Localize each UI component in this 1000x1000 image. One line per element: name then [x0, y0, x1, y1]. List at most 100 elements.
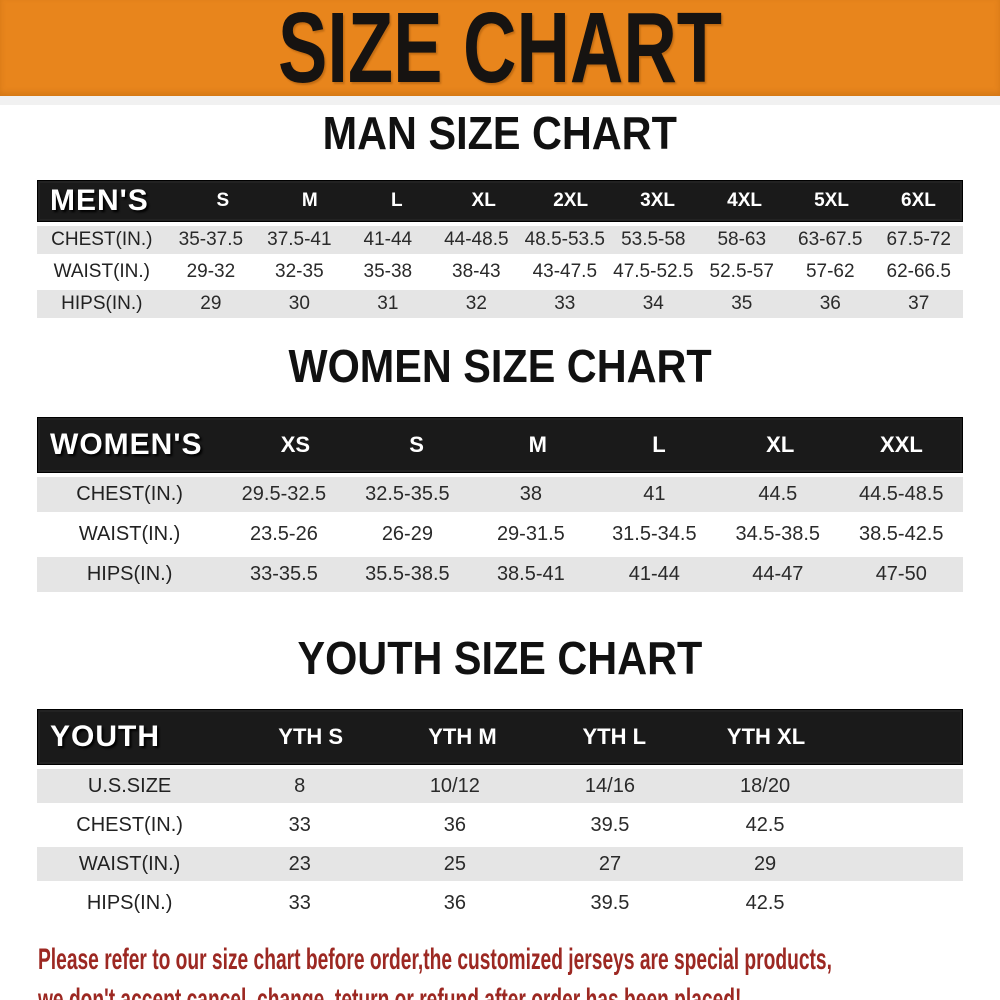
size-value: 34.5-38.5: [735, 523, 821, 545]
size-value: 58-63: [717, 229, 767, 250]
size-value: 31.5-34.5: [612, 523, 697, 545]
row-label: HIPS(IN.): [86, 891, 173, 914]
size-value: 29: [753, 852, 777, 875]
size-header-col: XXL: [880, 432, 923, 457]
size-value: 33: [288, 813, 311, 836]
size-header-label: MEN'S: [50, 184, 149, 217]
footer-line-1: Please refer to our size chart before or…: [38, 943, 832, 976]
size-value: 34: [642, 293, 664, 314]
size-value: 47-50: [875, 563, 927, 585]
size-value: 63-67.5: [798, 229, 863, 250]
size-value: 67.5-72: [886, 229, 951, 250]
row-label: HIPS(IN.): [61, 293, 143, 314]
size-value: 39.5: [590, 891, 630, 914]
size-value: 42.5: [745, 891, 785, 914]
size-header-col: XL: [766, 432, 795, 457]
row-label: HIPS(IN.): [86, 563, 173, 585]
size-header-col: YTH S: [278, 724, 344, 749]
footer-note: Please refer to our size chart before or…: [0, 940, 1000, 1000]
men-size-table: MEN'S S M L XL 2XL 3XL 4XL 5XL 6XL CHEST(IN.) 35-37…: [37, 180, 963, 318]
size-value: 39.5: [590, 813, 630, 836]
size-header-col: YTH L: [582, 724, 647, 749]
size-header-col: S: [409, 432, 424, 457]
size-value: 43-47.5: [532, 261, 598, 282]
size-value: 41: [643, 483, 666, 505]
size-header-col: 6XL: [901, 190, 936, 211]
size-header-col: M: [528, 432, 547, 457]
size-value: 37.5-41: [267, 229, 332, 250]
size-header-col: 3XL: [640, 190, 676, 211]
row-label: WAIST(IN.): [53, 261, 151, 282]
size-value: 31: [377, 293, 399, 314]
table-row: WAIST(IN.) 23 25 27 29: [37, 847, 963, 881]
table-row: WAIST(IN.) 23.5-26 26-29 29-31.5 31.5-34.5 34…: [37, 517, 963, 552]
size-header-col: 5XL: [814, 190, 849, 211]
row-label: WAIST(IN.): [78, 523, 181, 545]
size-header-label: YOUTH: [50, 720, 160, 753]
size-header-col: 4XL: [727, 190, 762, 211]
size-value: 14/16: [584, 774, 635, 797]
size-header-col: XS: [280, 432, 311, 457]
table-row: CHEST(IN.) 35-37.5 37.5-41 41-44 44-48.5 48.5…: [37, 226, 963, 254]
size-value: 35.5-38.5: [365, 563, 450, 585]
size-header-label: WOMEN'S: [50, 428, 203, 461]
table-row: HIPS(IN.) 33-35.5 35.5-38.5 38.5-41 41-44 44-…: [37, 557, 963, 592]
table-row: HIPS(IN.) 29 30 31 32 33 34 35 36 37: [37, 290, 963, 318]
banner: SIZE CHART: [0, 0, 1000, 105]
size-value: 37: [908, 293, 930, 314]
row-label: CHEST(IN.): [76, 813, 183, 836]
size-value: 52.5-57: [709, 261, 774, 282]
size-value: 23.5-26: [250, 523, 318, 545]
row-label: CHEST(IN.): [51, 229, 153, 250]
size-value: 33: [554, 293, 576, 314]
table-row: U.S.SIZE 8 10/12 14/16 18/20: [37, 769, 963, 803]
size-value: 44.5: [758, 483, 798, 505]
size-value: 33: [288, 891, 311, 914]
size-value: 41-44: [628, 563, 680, 585]
size-value: 42.5: [745, 813, 785, 836]
size-header-col: L: [390, 190, 403, 211]
size-value: 29: [200, 293, 222, 314]
size-value: 38.5-42.5: [859, 523, 944, 545]
size-value: 30: [288, 293, 310, 314]
size-value: 35-38: [363, 261, 413, 282]
size-value: 38: [519, 483, 542, 505]
size-value: 10/12: [429, 774, 480, 797]
size-value: 29-31.5: [496, 523, 565, 545]
size-header-col: 2XL: [553, 190, 589, 211]
row-label: CHEST(IN.): [76, 483, 183, 505]
size-value: 47.5-52.5: [613, 261, 694, 282]
size-value: 44-47: [752, 563, 804, 585]
row-label: WAIST(IN.): [78, 852, 181, 875]
size-value: 23: [288, 852, 311, 875]
size-value: 32.5-35.5: [365, 483, 450, 505]
table-row: WAIST(IN.) 29-32 32-35 35-38 38-43 43-47.5 47.…: [37, 258, 963, 286]
size-value: 36: [443, 891, 466, 914]
youth-size-table: YOUTH YTH S YTH M YTH L YTH XL U.S.SIZE 8 10/12…: [37, 709, 963, 920]
size-value: 62-66.5: [886, 261, 951, 282]
size-value: 48.5-53.5: [524, 229, 605, 250]
size-value: 35-37.5: [178, 229, 244, 250]
size-header-col: M: [301, 190, 318, 211]
table-row: CHEST(IN.) 29.5-32.5 32.5-35.5 38 41 44.5 44.5…: [37, 477, 963, 512]
row-label: U.S.SIZE: [87, 774, 172, 797]
table-header-row: WOMEN'S XS S M L XL XXL: [37, 417, 963, 473]
table-row: CHEST(IN.) 33 36 39.5 42.5: [37, 808, 963, 842]
size-header-col: YTH XL: [726, 724, 806, 749]
size-value: 44.5-48.5: [859, 483, 944, 505]
size-value: 33-35.5: [250, 563, 318, 585]
size-value: 32-35: [275, 261, 324, 282]
size-value: 41-44: [363, 229, 413, 250]
size-value: 27: [598, 852, 622, 875]
size-value: 57-62: [805, 261, 855, 282]
size-value: 18/20: [740, 774, 791, 797]
banner-title: SIZE CHART: [278, 0, 722, 104]
size-value: 32: [465, 293, 487, 314]
size-header-col: YTH M: [428, 724, 497, 749]
youth-section-title: YOUTH SIZE CHART: [297, 632, 703, 684]
size-value: 29-32: [186, 261, 236, 282]
size-value: 38.5-41: [496, 563, 565, 585]
table-header-row: MEN'S S M L XL 2XL 3XL 4XL 5XL 6XL: [37, 180, 963, 222]
size-value: 44-48.5: [444, 229, 509, 250]
